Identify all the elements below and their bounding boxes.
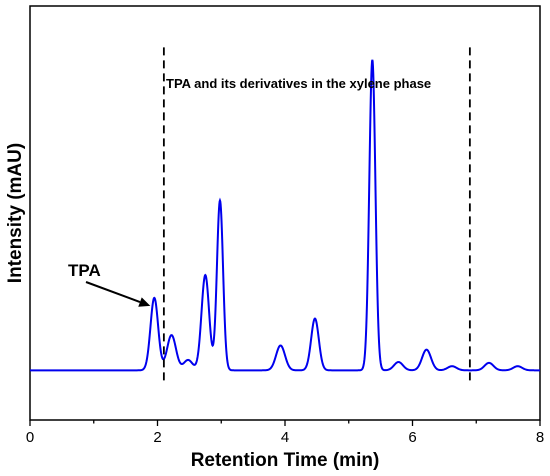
tpa-peak-label: TPA [68, 261, 101, 280]
x-tick-label: 6 [408, 429, 416, 446]
tpa-arrowhead [138, 297, 151, 307]
x-tick-label: 4 [281, 429, 289, 446]
x-axis-ticks [29, 420, 541, 426]
region-annotation: TPA and its derivatives in the xylene ph… [166, 76, 431, 91]
chromatogram-trace [30, 59, 540, 372]
region-boundary-lines [162, 47, 471, 383]
x-axis-tick-labels: 0 2 4 6 8 [26, 429, 544, 446]
y-axis-title: Intensity (mAU) [5, 143, 26, 283]
x-tick-label: 8 [536, 429, 544, 446]
x-tick-label: 2 [153, 429, 161, 446]
x-tick-label: 0 [26, 429, 34, 446]
tpa-arrow-line [85, 281, 141, 303]
x-axis-title: Retention Time (min) [191, 450, 380, 471]
